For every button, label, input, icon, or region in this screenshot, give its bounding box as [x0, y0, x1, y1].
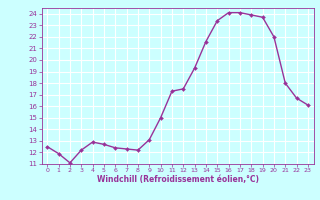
X-axis label: Windchill (Refroidissement éolien,°C): Windchill (Refroidissement éolien,°C) — [97, 175, 259, 184]
